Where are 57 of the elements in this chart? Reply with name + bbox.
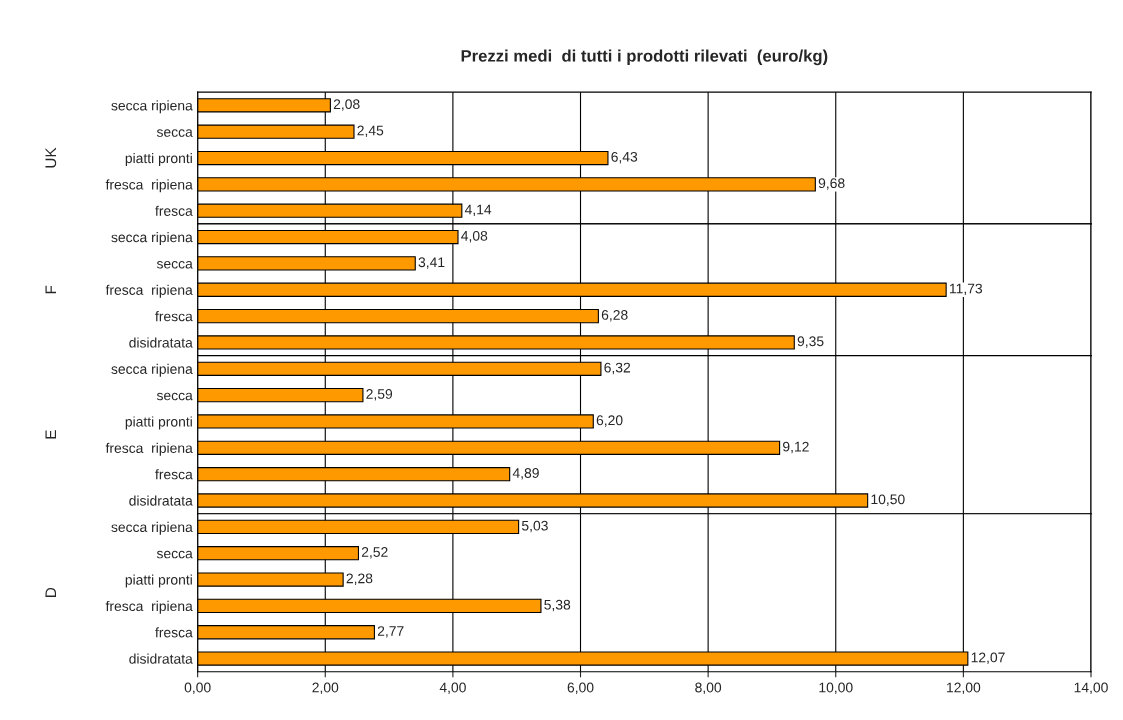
y-tick-label: piatti pronti (125, 416, 192, 430)
data-label: 5,03 (521, 520, 548, 533)
y-tick-label: disidratata (129, 653, 193, 664)
y-axis-title: UK (45, 147, 57, 168)
y-tick-label: secca (156, 550, 193, 559)
data-label: 6,43 (611, 151, 638, 164)
data-label: 2,52 (361, 547, 388, 559)
x-tick-label: 2,00 (312, 682, 339, 695)
data-label: 2,77 (377, 626, 404, 638)
y-tick-label: fresca (155, 627, 193, 638)
data-label: 9,68 (818, 178, 845, 190)
y-axis-title: D (45, 587, 57, 597)
y-tick-label: fresca ripiena (105, 284, 193, 298)
x-tick-label: 0,00 (184, 682, 211, 695)
data-label: 10,50 (871, 494, 905, 506)
y-axis-title: E (45, 430, 57, 439)
y-tick-label: secca ripiena (111, 100, 193, 114)
data-label: 6,20 (596, 415, 623, 427)
x-tick-label: 14,00 (1074, 682, 1108, 695)
data-label: 6,32 (604, 362, 631, 375)
x-tick-label: 6,00 (567, 682, 594, 695)
data-label: 2,28 (346, 573, 373, 585)
y-tick-label: fresca (155, 205, 193, 216)
y-tick-label: disidratata (129, 337, 193, 348)
data-label: 9,35 (797, 336, 824, 348)
data-label: 11,73 (949, 283, 983, 296)
x-tick-label: 10,00 (819, 682, 853, 695)
y-tick-label: secca (156, 129, 193, 137)
data-label: 9,12 (783, 441, 809, 454)
data-label: 2,59 (366, 389, 393, 401)
y-axis-title: F (45, 285, 57, 294)
y-tick-label: secca ripiena (111, 232, 193, 245)
data-label: 2,45 (357, 125, 384, 138)
x-tick-label: 8,00 (695, 682, 722, 695)
chart-title: Prezzi medi di tutti i prodotti rilevati (euro/kg) (461, 49, 828, 66)
y-tick-label: piatti pronti (125, 152, 192, 166)
y-tick-label: secca ripiena (111, 363, 193, 377)
y-tick-label: fresca (155, 311, 193, 322)
y-tick-label: fresca ripiena (105, 179, 193, 193)
data-label: 3,41 (418, 257, 445, 269)
data-label: 12,07 (971, 652, 1005, 664)
y-tick-label: secca (156, 392, 193, 401)
data-label: 6,28 (601, 309, 628, 322)
y-tick-label: secca ripiena (111, 521, 193, 535)
data-label: 4,89 (512, 468, 539, 480)
x-tick-label: 4,00 (439, 682, 466, 695)
y-tick-label: fresca ripiena (105, 442, 193, 456)
x-tick-label: 12,00 (947, 682, 981, 695)
y-tick-label: disidratata (129, 495, 193, 506)
y-tick-label: fresca (155, 469, 193, 480)
data-label: 5,38 (544, 599, 571, 612)
y-tick-label: piatti pronti (125, 574, 192, 588)
data-label: 2,08 (333, 99, 360, 111)
data-label: 4,14 (464, 204, 492, 217)
y-tick-label: secca (156, 260, 193, 269)
y-tick-label: fresca ripiena (105, 600, 193, 614)
data-label: 4,08 (461, 230, 488, 243)
